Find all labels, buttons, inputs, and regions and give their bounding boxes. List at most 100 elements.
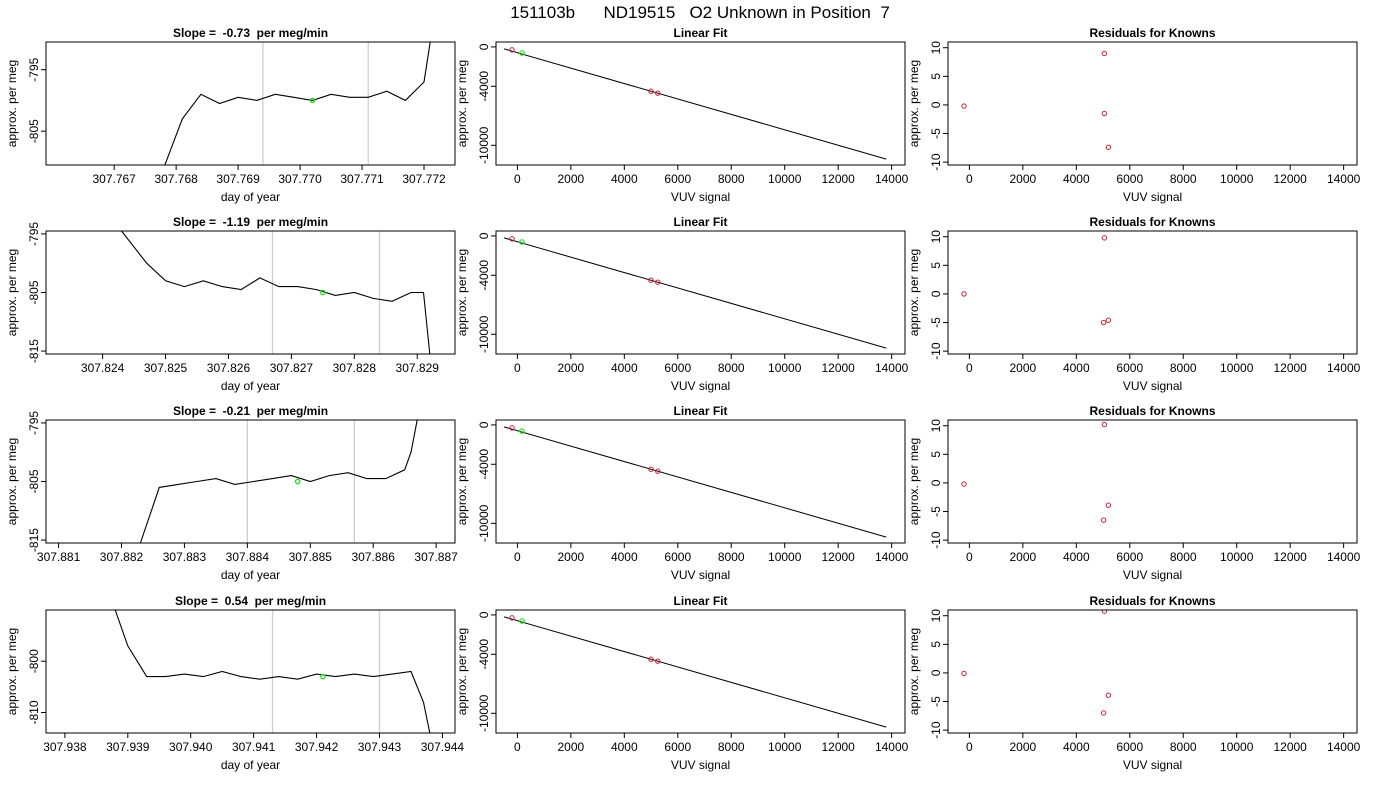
y-axis-label: approx. per meg xyxy=(5,249,19,336)
known-point xyxy=(509,615,515,621)
x-tick-label: 8000 xyxy=(1170,550,1197,564)
x-tick-label: 2000 xyxy=(557,361,584,375)
x-tick-label: 307.825 xyxy=(144,361,188,375)
panel-r2-c2: 0 2000 4000 6000 8000 10000 12000 14000 0 -4000 -1… xyxy=(455,215,909,393)
y-tick-label: 0 xyxy=(477,43,491,50)
x-tick-label: 307.771 xyxy=(340,172,384,186)
panel-title: Residuals for Knowns xyxy=(1089,404,1215,418)
x-tick-label: 8000 xyxy=(1170,172,1197,186)
y-tick-label: -10 xyxy=(929,531,943,549)
panel-r4-c2: 0 2000 4000 6000 8000 10000 12000 14000 0 -4000 -1… xyxy=(455,594,909,772)
x-tick-label: 14000 xyxy=(1327,550,1361,564)
residual-point xyxy=(961,291,967,297)
x-tick-label: 8000 xyxy=(1170,740,1197,754)
x-tick-label: 307.828 xyxy=(333,361,377,375)
residual-point xyxy=(1100,517,1107,523)
plot-area xyxy=(961,610,1112,716)
unknown-marker xyxy=(320,673,326,680)
x-tick-label: 8000 xyxy=(718,740,745,754)
x-tick-label: 307.829 xyxy=(396,361,440,375)
figure-title-run: 151103b xyxy=(510,3,576,22)
x-tick-label: 307.770 xyxy=(278,172,322,186)
x-tick-label: 4000 xyxy=(611,740,638,754)
x-axis-label: VUV signal xyxy=(1123,379,1182,393)
unknown-point xyxy=(519,50,525,56)
y-tick-label: -795 xyxy=(27,411,41,435)
y-tick-label: -5 xyxy=(929,317,943,328)
y-tick-label: -815 xyxy=(27,339,41,363)
y-tick-label: -795 xyxy=(27,222,41,246)
x-tick-label: 10000 xyxy=(768,172,802,186)
plot-frame xyxy=(947,419,1358,544)
x-axis-label: day of year xyxy=(221,379,280,393)
panel-r3-c2: 0 2000 4000 6000 8000 10000 12000 14000 0 -4000 -1… xyxy=(455,404,909,582)
x-tick-label: 12000 xyxy=(821,172,855,186)
residual-point xyxy=(1101,235,1108,241)
plot-frame xyxy=(495,230,906,355)
known-point xyxy=(655,468,661,474)
y-axis-label: approx. per meg xyxy=(907,60,921,147)
known-point xyxy=(509,236,515,242)
known-point xyxy=(648,656,654,662)
x-tick-label: 10000 xyxy=(1220,550,1254,564)
unknown-point xyxy=(519,428,525,434)
x-tick-label: 10000 xyxy=(768,361,802,375)
x-tick-label: 14000 xyxy=(875,740,909,754)
x-tick-label: 14000 xyxy=(875,172,909,186)
x-tick-label: 6000 xyxy=(664,550,691,564)
x-tick-label: 0 xyxy=(514,740,521,754)
y-tick-label: -5 xyxy=(929,128,943,139)
y-axis-label: approx. per meg xyxy=(455,438,469,525)
known-point xyxy=(648,277,654,283)
y-tick-label: -810 xyxy=(27,700,41,724)
figure-title-description: O2 Unknown in Position 7 xyxy=(689,3,890,22)
panel-r2-c3: 0 2000 4000 6000 8000 10000 12000 14000 10 5 0 -5 -1… xyxy=(907,215,1361,393)
y-tick-label: -795 xyxy=(27,57,41,81)
y-tick-label: 0 xyxy=(929,669,943,676)
figure-title: 151103b ND19515 O2 Unknown in Position 7 xyxy=(0,0,1400,26)
x-tick-label: 6000 xyxy=(664,361,691,375)
x-tick-label: 8000 xyxy=(1170,361,1197,375)
x-tick-label: 2000 xyxy=(1009,740,1036,754)
x-axis-label: VUV signal xyxy=(1123,568,1182,582)
plot-area xyxy=(503,236,887,349)
panel-title: Linear Fit xyxy=(673,26,727,40)
x-tick-label: 0 xyxy=(966,361,973,375)
x-tick-label: 307.772 xyxy=(402,172,446,186)
residual-point xyxy=(961,670,967,677)
y-tick-label: -10 xyxy=(929,721,943,739)
data-trace-line xyxy=(139,420,418,543)
plot-frame xyxy=(495,419,906,544)
x-tick-label: 10000 xyxy=(1220,740,1254,754)
known-point xyxy=(509,425,515,431)
residual-point xyxy=(1101,610,1108,614)
x-tick-label: 307.940 xyxy=(169,740,213,754)
panel-title: Residuals for Knowns xyxy=(1089,215,1215,229)
y-tick-label: 0 xyxy=(477,611,491,618)
x-tick-label: 8000 xyxy=(718,361,745,375)
x-axis-label: day of year xyxy=(221,190,280,204)
x-tick-label: 0 xyxy=(966,740,973,754)
x-tick-label: 0 xyxy=(514,550,521,564)
known-point xyxy=(655,90,661,96)
y-tick-label: 10 xyxy=(929,419,943,433)
x-tick-label: 307.944 xyxy=(421,740,465,754)
residual-point xyxy=(1101,50,1108,57)
y-tick-label: 0 xyxy=(477,232,491,239)
y-tick-label: -10000 xyxy=(477,126,491,164)
known-point xyxy=(648,466,654,472)
panel-title: Slope = -0.73 per meg/min xyxy=(173,26,328,40)
panel-r4-c3: 0 2000 4000 6000 8000 10000 12000 14000 10 5 0 -5 -1… xyxy=(907,594,1361,772)
plot-area xyxy=(503,615,887,728)
y-tick-label: -10 xyxy=(929,153,943,171)
x-tick-label: 4000 xyxy=(1063,172,1090,186)
x-tick-label: 14000 xyxy=(875,361,909,375)
plot-area xyxy=(164,42,431,165)
x-tick-label: 8000 xyxy=(718,550,745,564)
x-tick-label: 4000 xyxy=(1063,550,1090,564)
y-tick-label: -10000 xyxy=(477,694,491,732)
plot-area xyxy=(961,50,1112,150)
x-tick-label: 307.882 xyxy=(100,550,144,564)
plot-frame xyxy=(495,41,906,166)
x-tick-label: 4000 xyxy=(611,172,638,186)
